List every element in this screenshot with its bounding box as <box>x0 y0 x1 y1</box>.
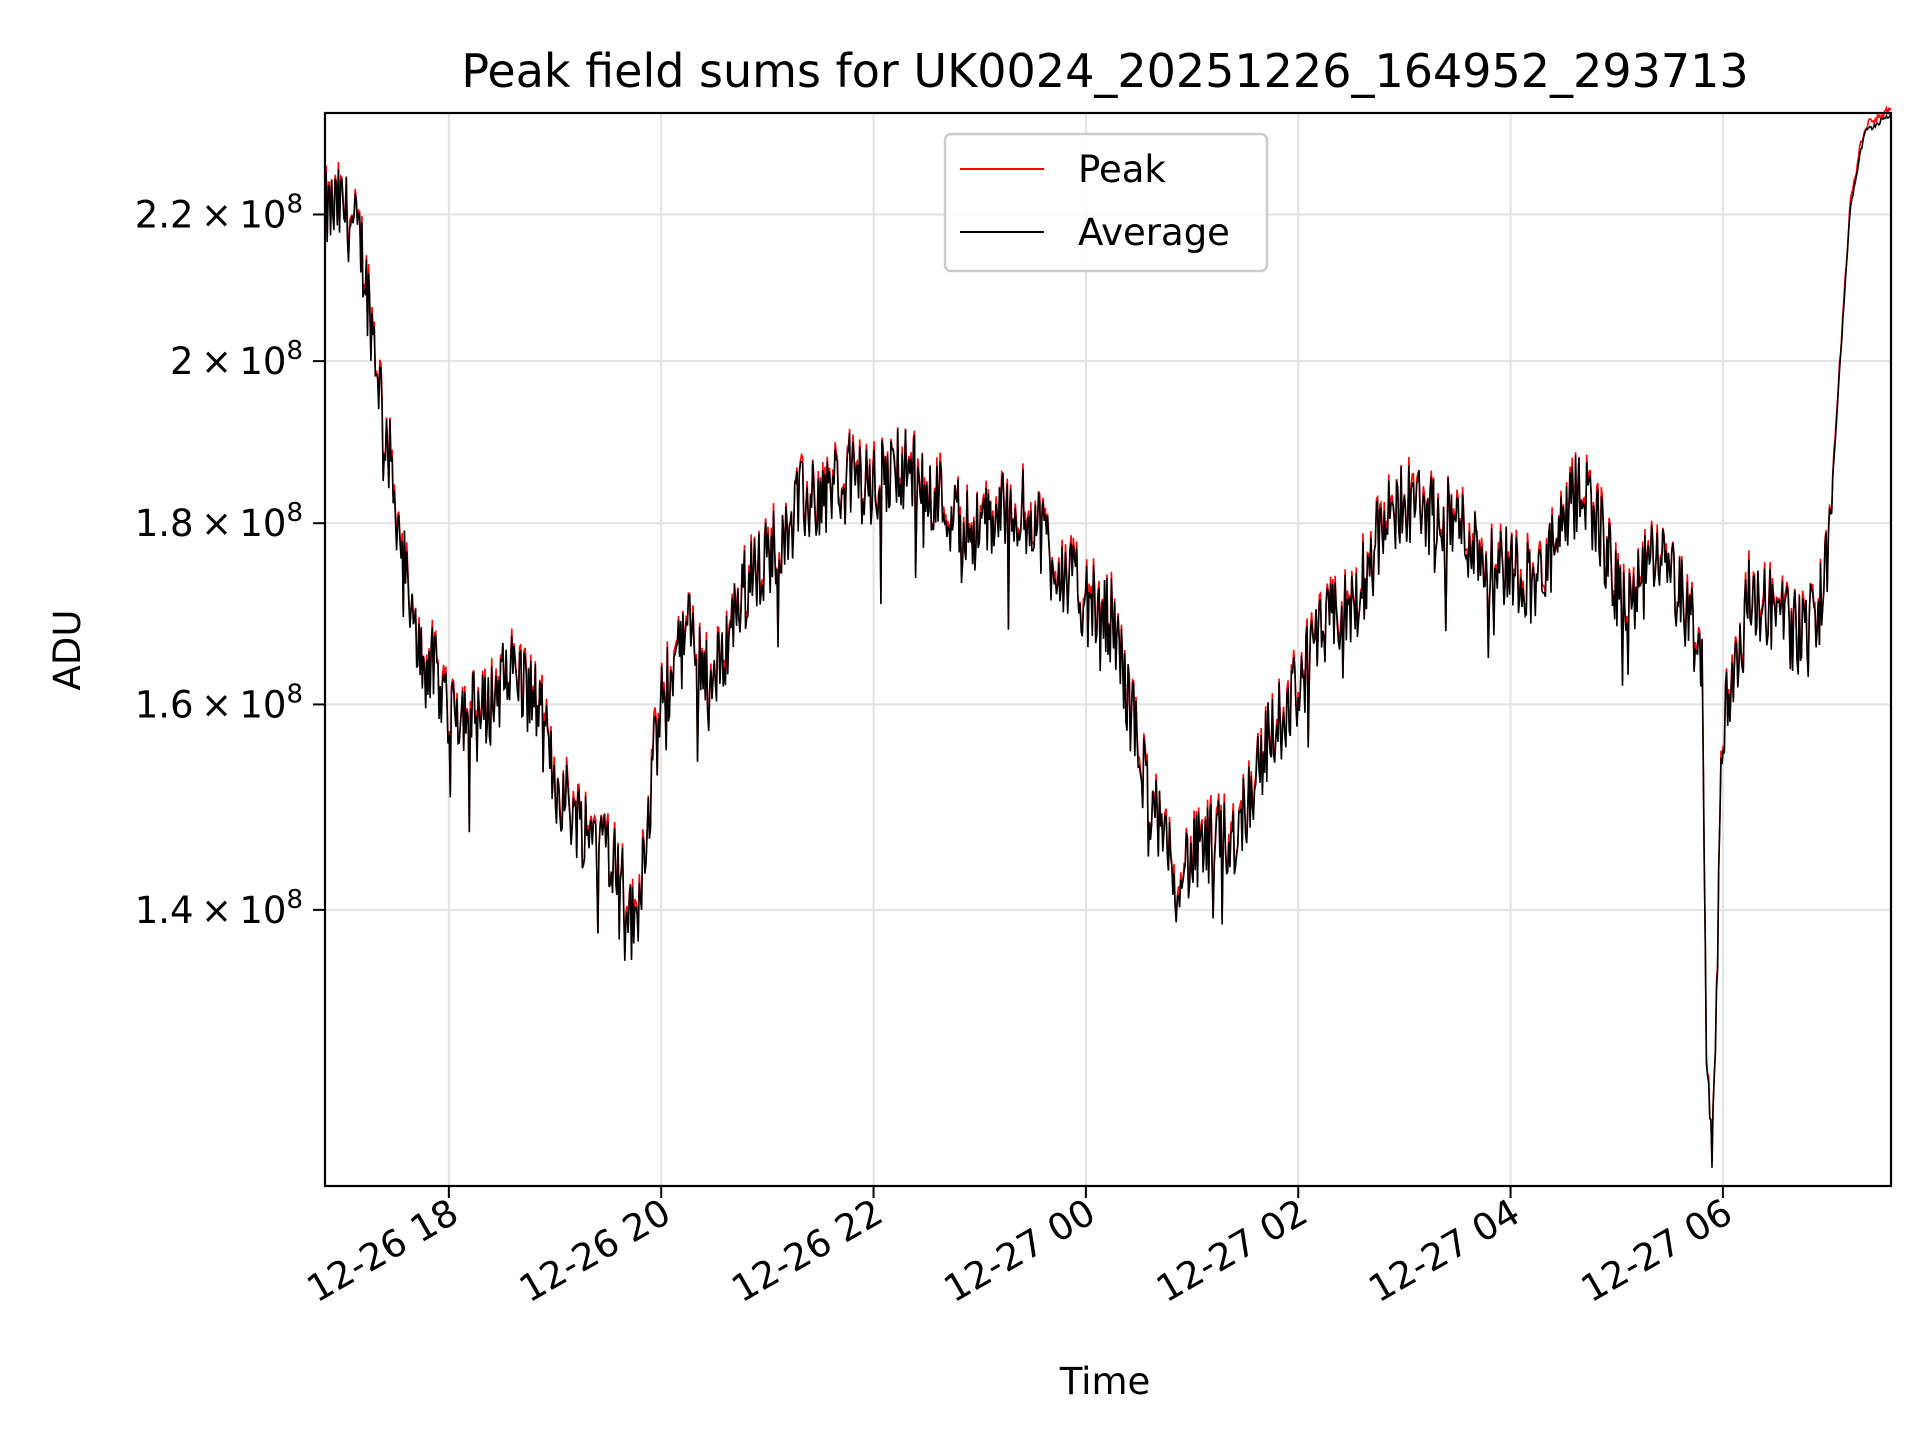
grid-layer <box>325 113 1891 1186</box>
plot-area-frame <box>323 111 1893 1188</box>
chart-title: Peak field sums for UK0024_20251226_1649… <box>461 44 1748 98</box>
legend-label-peak: Peak <box>1078 148 1166 191</box>
legend: Peak Average <box>943 132 1269 273</box>
y-tick-label: 1.6 × 108 <box>135 679 303 726</box>
series-line-average <box>324 111 1892 1168</box>
legend-label-average: Average <box>1078 211 1230 254</box>
y-tick-label: 1.8 × 108 <box>135 498 303 545</box>
series-layer <box>324 105 1892 1168</box>
y-tick-label: 2.2 × 108 <box>135 189 303 236</box>
y-tick-label: 1.4 × 108 <box>135 885 303 932</box>
x-axis-label: Time <box>1059 1360 1151 1403</box>
y-tick-label: 2 × 108 <box>170 336 303 383</box>
y-axis-label: ADU <box>46 610 89 691</box>
